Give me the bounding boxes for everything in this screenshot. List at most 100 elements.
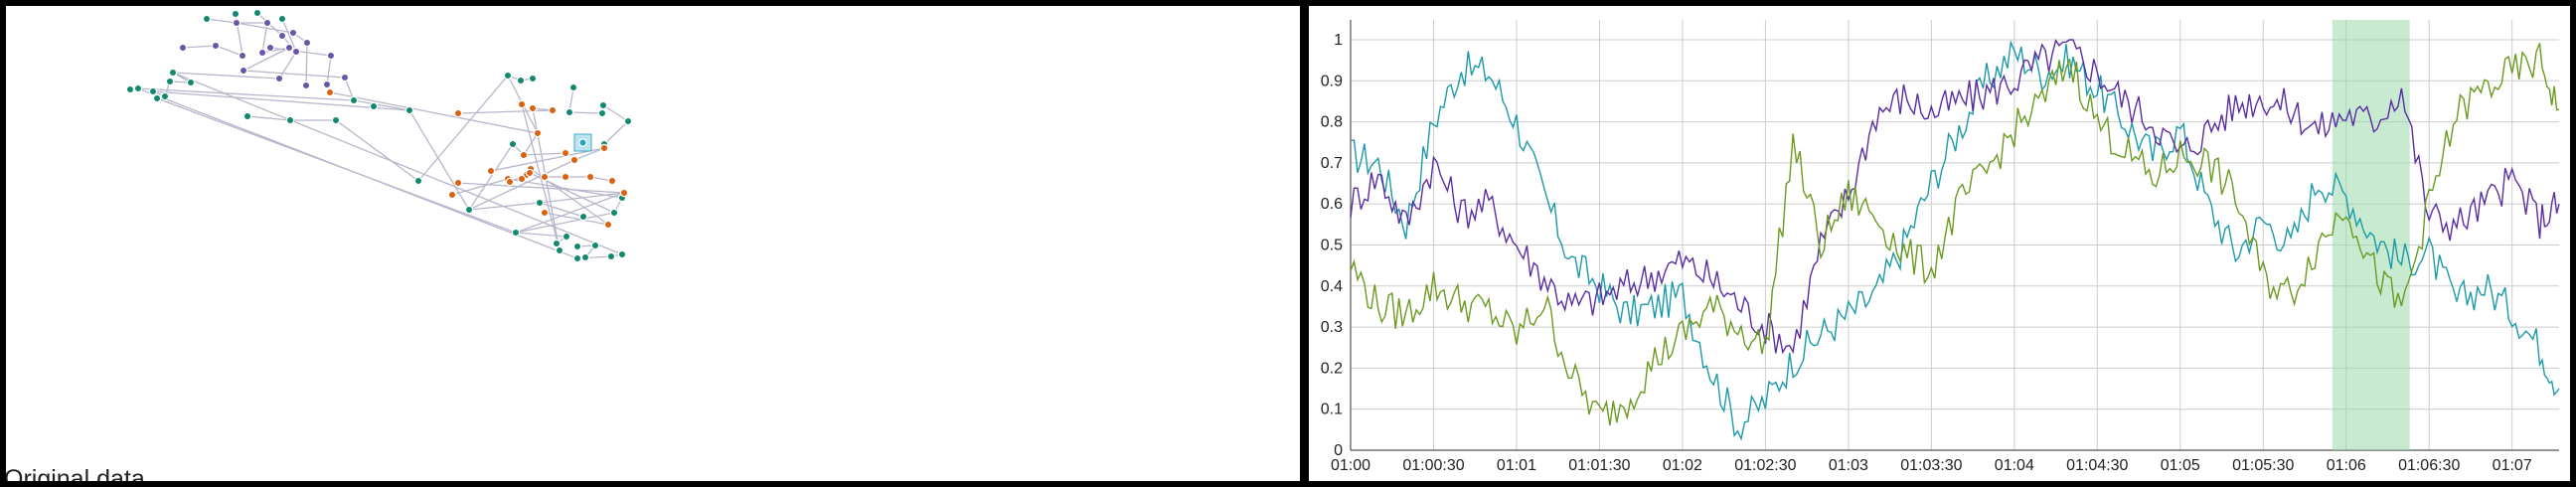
network-node[interactable] bbox=[569, 155, 579, 165]
network-node[interactable] bbox=[277, 31, 287, 41]
network-node[interactable] bbox=[277, 14, 287, 24]
network-node[interactable] bbox=[239, 66, 248, 76]
network-node[interactable] bbox=[508, 139, 518, 149]
network-node[interactable] bbox=[291, 47, 301, 57]
network-node[interactable] bbox=[369, 101, 379, 111]
network-node[interactable] bbox=[585, 172, 595, 182]
network-edge bbox=[568, 111, 603, 114]
x-tick-label: 01:01:30 bbox=[1568, 457, 1630, 474]
network-node[interactable] bbox=[331, 115, 341, 125]
network-node[interactable] bbox=[302, 38, 312, 48]
selected-node[interactable] bbox=[578, 138, 587, 147]
network-node[interactable] bbox=[301, 81, 311, 90]
network-node[interactable] bbox=[572, 242, 582, 251]
network-node[interactable] bbox=[519, 150, 529, 160]
network-node[interactable] bbox=[561, 172, 570, 182]
network-node[interactable] bbox=[211, 41, 221, 51]
y-tick-label: 0.6 bbox=[1321, 196, 1343, 213]
network-node[interactable] bbox=[598, 100, 608, 110]
network-node[interactable] bbox=[564, 107, 574, 117]
network-node[interactable] bbox=[486, 166, 496, 176]
network-node[interactable] bbox=[528, 74, 538, 83]
network-node[interactable] bbox=[619, 188, 629, 198]
network-node[interactable] bbox=[274, 74, 284, 83]
x-tick-label: 01:01 bbox=[1497, 457, 1536, 474]
network-node[interactable] bbox=[125, 84, 135, 94]
network-node[interactable] bbox=[568, 82, 578, 92]
network-node[interactable] bbox=[152, 93, 162, 103]
network-node[interactable] bbox=[165, 77, 175, 86]
brush-selection[interactable] bbox=[2332, 20, 2410, 450]
network-node[interactable] bbox=[413, 176, 423, 186]
network-node[interactable] bbox=[540, 172, 550, 182]
network-node[interactable] bbox=[133, 83, 143, 93]
network-node[interactable] bbox=[231, 9, 241, 19]
network-node[interactable] bbox=[511, 228, 521, 238]
network-node[interactable] bbox=[232, 18, 242, 28]
network-node[interactable] bbox=[464, 205, 474, 215]
line-chart[interactable]: 0 0.1 0.2 0.3 0.4 0.5 0.6 0.7 0.8 0.9 1 01:00 01:00:… bbox=[1309, 6, 2570, 481]
network-node[interactable] bbox=[288, 28, 298, 38]
network-node[interactable] bbox=[148, 86, 158, 96]
network-node[interactable] bbox=[284, 43, 294, 53]
x-tick-label: 01:05 bbox=[2161, 457, 2200, 474]
network-node[interactable] bbox=[572, 253, 582, 263]
network-node[interactable] bbox=[609, 208, 619, 218]
network-node[interactable] bbox=[590, 241, 600, 250]
network-node[interactable] bbox=[540, 208, 550, 218]
series-line bbox=[1350, 43, 2560, 426]
network-node[interactable] bbox=[257, 48, 267, 58]
network-node[interactable] bbox=[606, 251, 616, 261]
network-node[interactable] bbox=[349, 95, 359, 105]
network-node[interactable] bbox=[528, 103, 538, 113]
network-node[interactable] bbox=[340, 73, 350, 82]
network-node[interactable] bbox=[453, 178, 463, 188]
network-edge bbox=[242, 70, 346, 79]
network-node[interactable] bbox=[555, 245, 564, 255]
network-node[interactable] bbox=[603, 220, 613, 230]
network-node[interactable] bbox=[322, 80, 332, 89]
network-node[interactable] bbox=[262, 18, 272, 28]
network-node[interactable] bbox=[453, 108, 463, 118]
network-node[interactable] bbox=[562, 232, 571, 242]
network-node[interactable] bbox=[516, 76, 526, 85]
network-node[interactable] bbox=[178, 43, 188, 53]
network-node[interactable] bbox=[623, 116, 633, 126]
network-node[interactable] bbox=[597, 108, 607, 118]
network-node[interactable] bbox=[517, 174, 527, 184]
network-node[interactable] bbox=[168, 68, 178, 78]
network-node[interactable] bbox=[252, 8, 262, 18]
network-edge bbox=[507, 178, 623, 199]
network-node[interactable] bbox=[242, 111, 252, 121]
network-node[interactable] bbox=[160, 91, 170, 101]
network-node[interactable] bbox=[525, 168, 535, 178]
network-node[interactable] bbox=[578, 212, 588, 222]
series-line bbox=[1350, 40, 2560, 441]
network-node[interactable] bbox=[404, 105, 414, 115]
network-node[interactable] bbox=[533, 128, 543, 138]
network-node[interactable] bbox=[186, 78, 196, 87]
network-node[interactable] bbox=[265, 43, 275, 53]
network-edge bbox=[182, 45, 217, 49]
network-edge bbox=[544, 212, 609, 226]
network-node[interactable] bbox=[238, 51, 247, 61]
network-node[interactable] bbox=[607, 176, 617, 186]
network-node[interactable] bbox=[517, 99, 527, 109]
network-node[interactable] bbox=[202, 14, 212, 24]
network-node[interactable] bbox=[580, 252, 590, 262]
y-tick-label: 0.7 bbox=[1321, 155, 1343, 172]
network-node[interactable] bbox=[552, 239, 562, 248]
network-node[interactable] bbox=[599, 143, 609, 153]
network-node[interactable] bbox=[617, 249, 627, 259]
network-node[interactable] bbox=[503, 71, 513, 81]
network-edge bbox=[568, 86, 574, 113]
network-node[interactable] bbox=[535, 198, 545, 208]
network-node[interactable] bbox=[505, 177, 515, 187]
network-node[interactable] bbox=[326, 51, 336, 61]
network-node[interactable] bbox=[561, 148, 570, 158]
network-node[interactable] bbox=[325, 87, 335, 97]
network-edge bbox=[457, 109, 554, 114]
network-node[interactable] bbox=[548, 105, 558, 115]
network-node[interactable] bbox=[285, 115, 295, 125]
network-node[interactable] bbox=[447, 190, 457, 200]
